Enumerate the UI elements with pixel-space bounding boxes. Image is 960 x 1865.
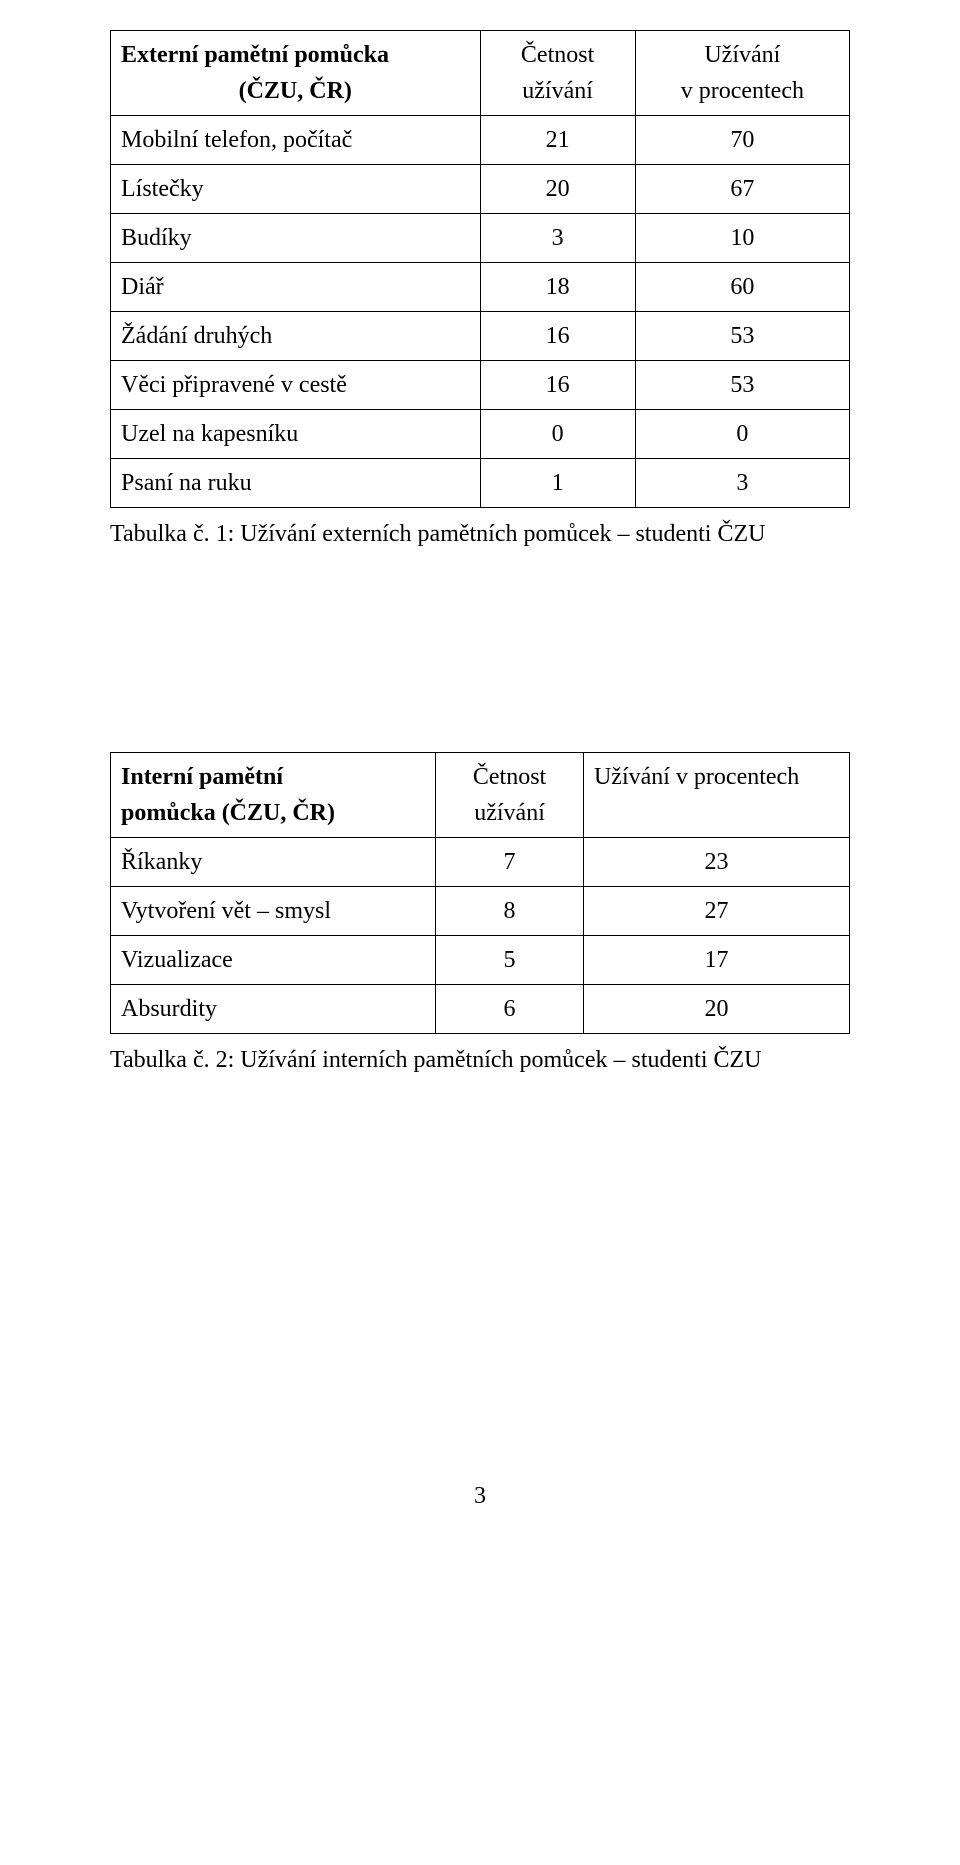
cell-freq: 8 bbox=[436, 887, 584, 936]
table-row: Psaní na ruku 1 3 bbox=[111, 459, 850, 508]
header-freq: Četnost užívání bbox=[480, 31, 635, 116]
cell-freq: 20 bbox=[480, 165, 635, 214]
cell-pct: 53 bbox=[635, 361, 849, 410]
cell-pct: 23 bbox=[583, 838, 849, 887]
cell-freq: 21 bbox=[480, 116, 635, 165]
table-internal-aids: Interní pamětní pomůcka (ČZU, ČR) Četnos… bbox=[110, 752, 850, 1034]
cell-name: Vizualizace bbox=[111, 936, 436, 985]
cell-pct: 17 bbox=[583, 936, 849, 985]
cell-freq: 16 bbox=[480, 361, 635, 410]
table-row: Absurdity 6 20 bbox=[111, 985, 850, 1034]
table-row: Žádání druhých 16 53 bbox=[111, 312, 850, 361]
cell-freq: 6 bbox=[436, 985, 584, 1034]
cell-freq: 0 bbox=[480, 410, 635, 459]
table1-caption: Tabulka č. 1: Užívání externích pamětníc… bbox=[110, 516, 850, 552]
header-name-line1: Interní pamětní bbox=[121, 759, 425, 795]
header-freq-line2: užívání bbox=[491, 73, 625, 109]
cell-name: Absurdity bbox=[111, 985, 436, 1034]
table-external-aids: Externí pamětní pomůcka (ČZU, ČR) Četnos… bbox=[110, 30, 850, 508]
header-name-line2: pomůcka (ČZU, ČR) bbox=[121, 795, 425, 831]
header-freq-line1: Četnost bbox=[491, 37, 625, 73]
cell-name: Říkanky bbox=[111, 838, 436, 887]
header-name: Interní pamětní pomůcka (ČZU, ČR) bbox=[111, 753, 436, 838]
cell-freq: 7 bbox=[436, 838, 584, 887]
cell-freq: 3 bbox=[480, 214, 635, 263]
table-row: Věci připravené v cestě 16 53 bbox=[111, 361, 850, 410]
header-name: Externí pamětní pomůcka (ČZU, ČR) bbox=[111, 31, 481, 116]
header-freq-line2: užívání bbox=[446, 795, 573, 831]
header-freq-line1: Četnost bbox=[446, 759, 573, 795]
header-freq: Četnost užívání bbox=[436, 753, 584, 838]
cell-freq: 1 bbox=[480, 459, 635, 508]
cell-freq: 16 bbox=[480, 312, 635, 361]
table-row: Diář 18 60 bbox=[111, 263, 850, 312]
cell-name: Psaní na ruku bbox=[111, 459, 481, 508]
page-number: 3 bbox=[110, 1478, 850, 1514]
cell-name: Žádání druhých bbox=[111, 312, 481, 361]
cell-pct: 0 bbox=[635, 410, 849, 459]
cell-pct: 20 bbox=[583, 985, 849, 1034]
table-row: Vytvoření vět – smysl 8 27 bbox=[111, 887, 850, 936]
table-row: Mobilní telefon, počítač 21 70 bbox=[111, 116, 850, 165]
cell-name: Budíky bbox=[111, 214, 481, 263]
table-row: Lístečky 20 67 bbox=[111, 165, 850, 214]
header-name-line1: Externí pamětní pomůcka bbox=[121, 37, 470, 73]
cell-pct: 53 bbox=[635, 312, 849, 361]
header-pct-line2: v procentech bbox=[646, 73, 839, 109]
table-row: Budíky 3 10 bbox=[111, 214, 850, 263]
cell-pct: 67 bbox=[635, 165, 849, 214]
cell-freq: 5 bbox=[436, 936, 584, 985]
cell-name: Mobilní telefon, počítač bbox=[111, 116, 481, 165]
cell-name: Lístečky bbox=[111, 165, 481, 214]
table2-caption: Tabulka č. 2: Užívání interních pamětníc… bbox=[110, 1042, 850, 1078]
cell-name: Uzel na kapesníku bbox=[111, 410, 481, 459]
cell-name: Diář bbox=[111, 263, 481, 312]
cell-pct: 3 bbox=[635, 459, 849, 508]
cell-name: Věci připravené v cestě bbox=[111, 361, 481, 410]
cell-pct: 60 bbox=[635, 263, 849, 312]
cell-pct: 27 bbox=[583, 887, 849, 936]
table-row: Říkanky 7 23 bbox=[111, 838, 850, 887]
cell-pct: 10 bbox=[635, 214, 849, 263]
table-row: Uzel na kapesníku 0 0 bbox=[111, 410, 850, 459]
table-header-row: Interní pamětní pomůcka (ČZU, ČR) Četnos… bbox=[111, 753, 850, 838]
cell-name: Vytvoření vět – smysl bbox=[111, 887, 436, 936]
table-row: Vizualizace 5 17 bbox=[111, 936, 850, 985]
table-header-row: Externí pamětní pomůcka (ČZU, ČR) Četnos… bbox=[111, 31, 850, 116]
cell-pct: 70 bbox=[635, 116, 849, 165]
cell-freq: 18 bbox=[480, 263, 635, 312]
header-pct-line1: Užívání bbox=[646, 37, 839, 73]
header-pct: Užívání v procentech bbox=[635, 31, 849, 116]
spacer bbox=[110, 552, 850, 752]
header-pct: Užívání v procentech bbox=[583, 753, 849, 838]
header-name-line2: (ČZU, ČR) bbox=[121, 73, 470, 109]
